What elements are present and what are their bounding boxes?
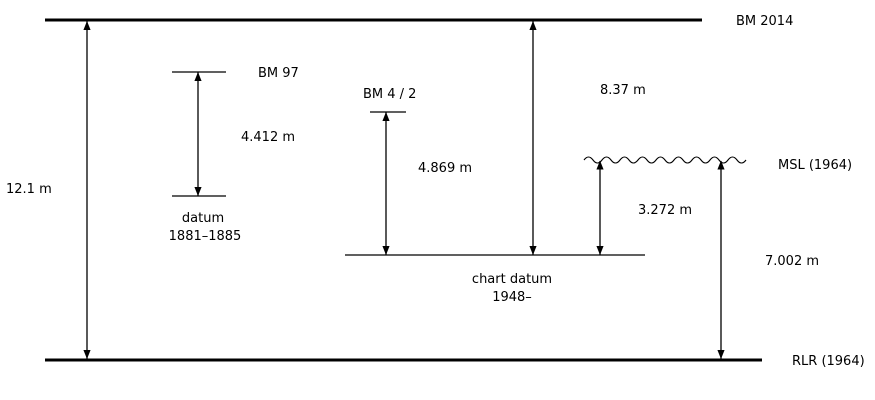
bm-2014-label: BM 2014	[736, 14, 793, 29]
msl-1964-wavy-line	[583, 156, 747, 164]
bm-4-2-label: BM 4 / 2	[363, 87, 416, 102]
datum-1881-1885-label-line1: datum	[182, 211, 224, 226]
rlr-to-bm2014-distance: 12.1 m	[6, 182, 52, 197]
chart-datum-label-line1: chart datum	[472, 272, 552, 287]
chartdatum-to-bm2014-distance: 8.37 m	[600, 83, 646, 98]
datum-1881-1885-label-line2: 1881–1885	[169, 229, 242, 244]
msl-1964-label: MSL (1964)	[778, 158, 852, 173]
chart-datum-label-line2: 1948–	[492, 290, 532, 305]
rlr-to-msl-distance: 7.002 m	[765, 254, 819, 269]
rlr-1964-label: RLR (1964)	[792, 354, 865, 369]
chartdatum-to-bm42-distance: 4.869 m	[418, 161, 472, 176]
bm-97-label: BM 97	[258, 66, 299, 81]
datum1881-to-bm97-distance: 4.412 m	[241, 130, 295, 145]
chartdatum-to-msl-distance: 3.272 m	[638, 203, 692, 218]
